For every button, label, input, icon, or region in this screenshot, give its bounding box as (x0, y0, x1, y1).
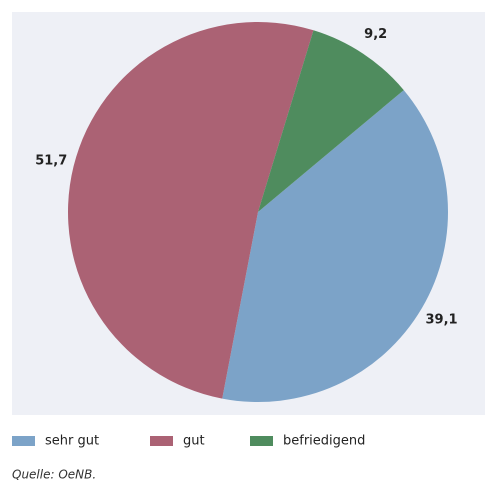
legend-label: sehr gut (45, 434, 99, 449)
pie-slice (68, 22, 314, 399)
data-label: 9,2 (364, 27, 387, 42)
pie-slice (258, 30, 404, 213)
legend-swatch (12, 436, 35, 446)
legend-swatch (150, 436, 173, 446)
legend-label: gut (183, 434, 205, 449)
legend-swatch (250, 436, 273, 446)
pie-slice (222, 90, 449, 402)
data-label: 39,1 (426, 313, 458, 328)
source: Quelle: OeNB. (12, 468, 96, 482)
legend-label: befriedigend (283, 434, 365, 449)
data-label: 51,7 (35, 153, 67, 168)
